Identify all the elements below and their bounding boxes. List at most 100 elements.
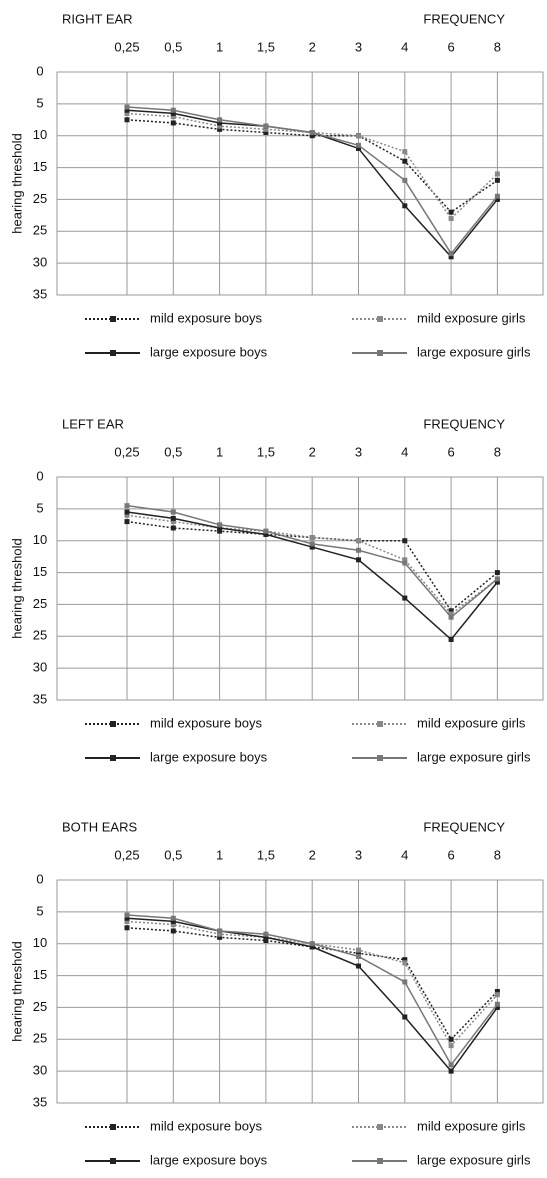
data-point [494,992,500,998]
x-tick-label: 4 [401,847,408,862]
x-tick-label: 1,5 [257,444,275,459]
y-tick-label: 15 [33,564,47,579]
x-tick-label: 1 [216,847,223,862]
legend-marker [377,721,383,727]
x-tick-label: 0,25 [114,39,139,54]
data-point [356,557,361,563]
data-point [124,104,130,110]
data-point [124,503,130,509]
data-point [217,120,223,126]
data-point [356,145,361,151]
x-tick-label: 4 [401,39,408,54]
data-point [217,931,223,937]
y-tick-label: 10 [33,127,47,142]
data-point [402,158,408,164]
data-point [124,915,130,921]
x-tick-label: 1 [216,39,223,54]
x-tick-label: 0,5 [164,444,182,459]
x-tick-label: 1,5 [257,847,275,862]
data-point [263,531,269,537]
data-point [356,142,361,148]
data-point [170,519,176,525]
x-tick-label: 6 [447,39,454,54]
data-point [124,509,130,515]
data-point [402,557,408,563]
x-tick-label: 6 [447,847,454,862]
y-tick-label: 35 [33,691,47,706]
legend-marker [377,1158,383,1164]
data-point [494,171,500,177]
data-point [170,918,176,924]
data-point [494,579,500,585]
legend-label: large exposure girls [417,344,531,359]
data-point [402,560,408,566]
y-tick-label: 30 [33,660,47,675]
data-point [448,608,454,614]
legend-marker [110,1124,116,1130]
legend-label: large exposure boys [150,749,268,764]
y-tick-label: 35 [33,1094,47,1109]
x-tick-label: 3 [355,847,362,862]
data-point [263,123,269,129]
data-point [263,130,269,136]
data-point [448,636,454,642]
x-tick-label: 3 [355,444,362,459]
data-point [309,541,315,547]
data-point [448,614,454,620]
legend-marker [377,316,383,322]
y-tick-label: 5 [36,95,43,110]
data-point [217,528,223,534]
data-point [356,547,361,553]
data-point [402,149,408,155]
data-point [217,928,223,934]
data-point [494,989,500,994]
data-point [448,1068,454,1074]
chart-title: LEFT EAR [62,416,124,431]
data-point [402,203,408,209]
legend-marker [110,721,116,727]
data-point [124,117,130,123]
x-tick-label: 0,5 [164,847,182,862]
data-point [448,611,454,617]
data-point [170,110,176,116]
data-point [217,117,223,123]
data-point [309,941,315,947]
data-point [217,522,223,528]
legend-label: large exposure girls [417,1152,531,1167]
legend-label: mild exposure boys [150,1118,262,1133]
x-tick-label: 0,25 [114,444,139,459]
legend-label: large exposure girls [417,749,531,764]
data-point [448,1043,454,1049]
data-point [170,509,176,515]
data-point [124,925,130,931]
data-point [448,1062,454,1068]
plot-frame [56,879,544,1104]
x-tick-label: 2 [309,39,316,54]
legend-marker [377,1124,383,1130]
y-tick-label: 5 [36,500,43,515]
x-tick-label: 2 [309,847,316,862]
legend-label: mild exposure boys [150,715,262,730]
data-point [448,251,454,257]
data-point [263,126,269,132]
legend-label: mild exposure girls [417,1118,526,1133]
plot-frame [56,71,544,296]
data-point [356,950,361,956]
y-tick-label: 0 [36,871,43,886]
x-axis-title: FREQUENCY [423,416,505,431]
x-tick-label: 1 [216,444,223,459]
data-point [170,525,176,531]
data-point [217,123,223,129]
series-line [126,112,498,220]
x-axis-title: FREQUENCY [423,819,505,834]
y-tick-label: 25 [33,596,47,611]
legend-label: large exposure boys [150,1152,268,1167]
data-point [448,1036,454,1042]
data-point [448,254,454,260]
legend-marker [110,755,116,761]
data-point [356,538,361,544]
data-point [494,576,500,582]
data-point [217,934,223,940]
data-point [402,979,408,985]
